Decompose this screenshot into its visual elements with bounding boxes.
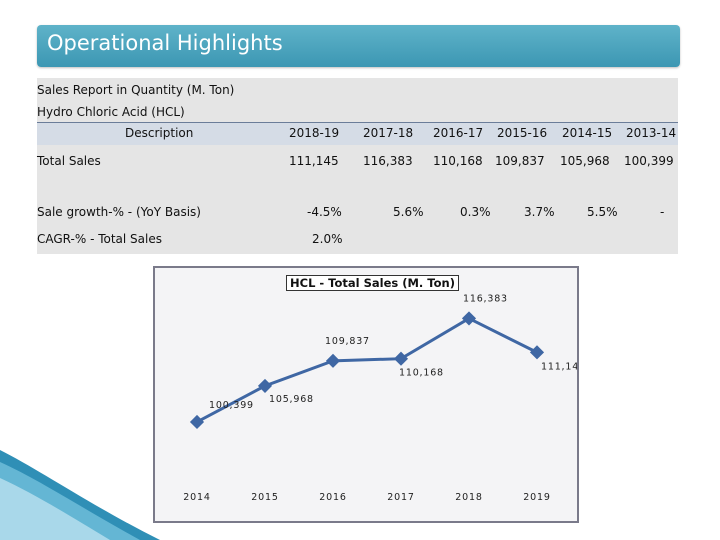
year-header: 2015-16	[497, 126, 548, 140]
year-header: 2017-18	[363, 126, 414, 140]
product-name: Hydro Chloric Acid (HCL)	[37, 105, 185, 119]
data-point	[393, 351, 409, 366]
total-sales-label: Total Sales	[37, 154, 101, 168]
data-label: 100,399	[209, 400, 254, 411]
cagr-value: 2.0%	[312, 232, 343, 246]
x-tick-label: 2019	[523, 492, 550, 503]
total-sales-value: 111,145	[289, 154, 339, 168]
header-row	[37, 122, 678, 145]
growth-value: 5.5%	[587, 205, 618, 219]
year-header: 2013-14	[626, 126, 677, 140]
growth-value: 3.7%	[524, 205, 555, 219]
decorative-swoosh	[0, 450, 160, 540]
x-tick-label: 2017	[387, 492, 414, 503]
series-line	[196, 316, 538, 424]
year-header: 2014-15	[562, 126, 613, 140]
cagr-label: CAGR-% - Total Sales	[37, 232, 162, 246]
data-point	[529, 345, 545, 360]
year-header: 2016-17	[433, 126, 484, 140]
description-header: Description	[125, 126, 194, 140]
data-label: 109,837	[325, 336, 370, 347]
sales-report-table: Sales Report in Quantity (M. Ton) Hydro …	[37, 78, 678, 254]
data-label: 105,968	[269, 394, 314, 405]
chart-plot: 100,399 105,968 109,837 110,168 116,383 111,1…	[183, 293, 577, 503]
data-label: 111,145	[541, 361, 577, 372]
page-title: Operational Highlights	[47, 31, 283, 55]
total-sales-value: 105,968	[560, 154, 610, 168]
total-sales-value: 100,399	[624, 154, 674, 168]
x-tick-label: 2014	[183, 492, 210, 503]
x-tick-label: 2015	[251, 492, 278, 503]
data-point	[461, 311, 477, 326]
total-sales-value: 109,837	[495, 154, 545, 168]
growth-label: Sale growth-% - (YoY Basis)	[37, 205, 201, 219]
report-subtitle: Sales Report in Quantity (M. Ton)	[37, 83, 235, 97]
total-sales-value: 110,168	[433, 154, 483, 168]
total-sales-value: 116,383	[363, 154, 413, 168]
chart-title: HCL - Total Sales (M. Ton)	[286, 275, 459, 291]
growth-value: 5.6%	[393, 205, 424, 219]
growth-value: -4.5%	[307, 205, 342, 219]
year-header: 2018-19	[289, 126, 340, 140]
x-tick-label: 2016	[319, 492, 346, 503]
data-label: 116,383	[463, 293, 508, 304]
data-point	[257, 378, 273, 393]
data-point	[325, 353, 341, 368]
x-tick-label: 2018	[455, 492, 482, 503]
data-label: 110,168	[399, 368, 444, 379]
data-point	[189, 414, 205, 430]
sales-line-chart: HCL - Total Sales (M. Ton) 100,399 105,96…	[153, 266, 579, 523]
title-bar: Operational Highlights	[37, 25, 680, 67]
growth-value: -	[660, 205, 665, 219]
growth-value: 0.3%	[460, 205, 491, 219]
